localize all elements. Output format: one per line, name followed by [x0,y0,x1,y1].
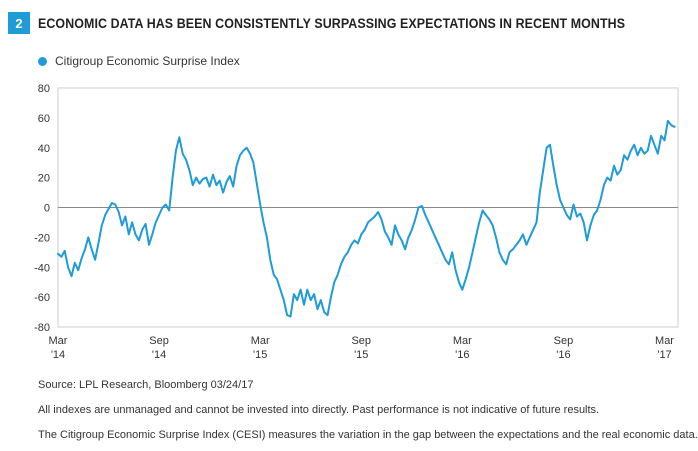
y-tick-label: -60 [34,292,50,304]
y-tick-label: 40 [38,143,50,155]
y-tick-label: -40 [34,262,50,274]
x-tick-label: Sep [149,335,169,347]
chart-title: ECONOMIC DATA HAS BEEN CONSISTENTLY SURP… [38,15,626,31]
chart-header: 2 ECONOMIC DATA HAS BEEN CONSISTENTLY SU… [8,12,676,34]
x-tick-year-label: '17 [657,349,671,361]
x-tick-year-label: '16 [455,349,469,361]
legend-marker-icon [38,56,47,66]
x-tick-year-label: '14 [152,349,166,361]
x-tick-label: Mar [453,335,472,347]
disclaimer-note: All indexes are unmanaged and cannot be … [38,404,600,416]
x-tick-label: Sep [351,335,371,347]
source-note: Source: LPL Research, Bloomberg 03/24/17 [38,379,254,391]
x-tick-label: Mar [251,335,270,347]
y-tick-label: 80 [38,83,50,95]
y-tick-label: -20 [34,232,50,244]
y-tick-label: 60 [38,113,50,125]
y-tick-label: -80 [34,322,50,334]
x-tick-year-label: '15 [354,349,368,361]
y-tick-label: 0 [44,203,50,215]
series-line [57,119,676,318]
x-tick-label: Mar [655,335,674,347]
figure-number-badge: 2 [8,12,30,34]
y-tick-label: 20 [38,173,50,185]
x-tick-label: Sep [554,335,574,347]
x-tick-year-label: '14 [51,349,65,361]
x-tick-year-label: '15 [253,349,267,361]
x-tick-label: Mar [49,335,68,347]
definition-note: The Citigroup Economic Surprise Index (C… [38,429,698,441]
x-tick-year-label: '16 [556,349,570,361]
legend-label: Citigroup Economic Surprise Index [55,54,240,68]
chart-legend: Citigroup Economic Surprise Index [38,54,240,68]
